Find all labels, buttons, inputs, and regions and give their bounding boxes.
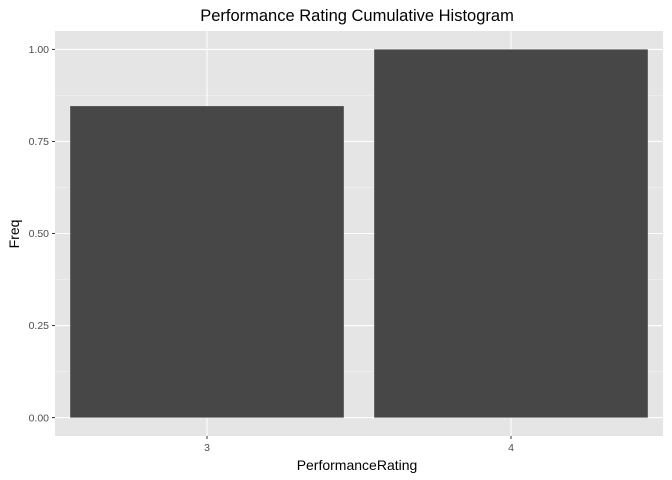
- x-axis-title: PerformanceRating: [297, 457, 418, 473]
- y-tick-label: 0.25: [29, 320, 50, 332]
- chart-title: Performance Rating Cumulative Histogram: [200, 7, 514, 25]
- x-tick-label: 4: [508, 442, 514, 454]
- y-tick-label: 0.75: [29, 136, 50, 148]
- y-tick-label: 1.00: [29, 44, 50, 56]
- bar-3: [70, 106, 344, 418]
- y-axis: 0.00 0.25 0.50 0.75 1.00: [29, 44, 55, 424]
- y-axis-title: Freq: [6, 220, 22, 249]
- y-tick-label: 0.00: [29, 412, 50, 424]
- bar-4: [374, 49, 648, 418]
- x-tick-label: 3: [204, 442, 210, 454]
- bars-layer: [70, 49, 648, 418]
- y-tick-label: 0.50: [29, 228, 50, 240]
